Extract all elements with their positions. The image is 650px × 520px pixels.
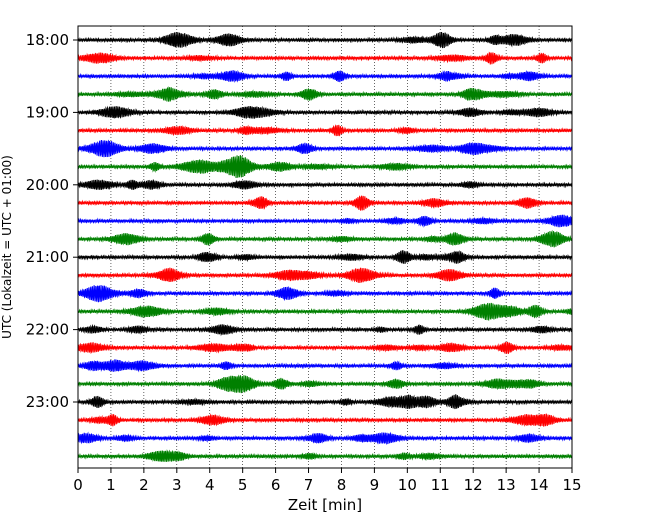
seismogram-trace (77, 323, 573, 337)
seismogram-trace (77, 69, 573, 83)
y-tick-label: 19:00 (26, 103, 69, 121)
seismogram-trace (77, 358, 573, 373)
seismogram-trace (77, 285, 573, 303)
seismogram-trace (77, 449, 573, 463)
y-axis-label: UTC (Lokalzeit = UTC + 01:00) (0, 155, 14, 339)
x-tick-label: 8 (337, 476, 347, 494)
x-tick-label: 10 (398, 476, 417, 494)
seismogram-trace (77, 302, 573, 321)
seismogram-trace (77, 341, 573, 355)
x-tick-label: 6 (271, 476, 281, 494)
seismogram-trace (77, 178, 573, 191)
x-tick-label: 3 (172, 476, 182, 494)
seismogram-trace (77, 413, 573, 427)
seismogram-trace (77, 214, 573, 228)
x-tick-label: 1 (106, 476, 116, 494)
y-tick-label: 21:00 (26, 248, 69, 266)
seismogram-trace (77, 51, 573, 65)
plot-frame (77, 25, 573, 469)
seismogram-trace (77, 32, 573, 49)
seismogram-trace (77, 195, 573, 211)
x-tick-label: 9 (370, 476, 380, 494)
seismogram-trace (77, 374, 573, 394)
x-axis: 0 1 2 3 4 5 6 7 8 9 10 11 12 13 14 15 (73, 468, 582, 494)
trace-layer (77, 32, 573, 463)
x-tick-label: 5 (238, 476, 248, 494)
y-tick-label: 18:00 (26, 31, 69, 49)
seismogram-trace (77, 267, 573, 284)
seismogram-trace (77, 155, 573, 178)
seismogram-trace (77, 229, 573, 248)
seismogram-trace (77, 249, 573, 264)
y-axis: 18:00 19:00 20:00 21:00 22:00 23:00 (26, 31, 78, 411)
seismogram-trace (77, 431, 573, 446)
x-tick-label: 13 (497, 476, 516, 494)
x-tick-label: 0 (73, 476, 83, 494)
y-tick-label: 22:00 (26, 321, 69, 339)
seismogram-trace (77, 124, 573, 137)
x-tick-label: 14 (530, 476, 549, 494)
x-tick-label: 2 (139, 476, 149, 494)
y-tick-label: 20:00 (26, 176, 69, 194)
x-tick-label: 11 (431, 476, 450, 494)
seismogram-trace (77, 86, 573, 102)
seismogram-trace (77, 105, 573, 119)
x-tick-label: 7 (304, 476, 314, 494)
x-tick-label: 4 (205, 476, 215, 494)
x-tick-label: 12 (464, 476, 483, 494)
x-tick-label: 15 (562, 476, 581, 494)
x-axis-label: Zeit [min] (288, 496, 362, 514)
seismogram-trace (77, 394, 573, 410)
seismogram-trace (77, 139, 573, 158)
y-tick-label: 23:00 (26, 393, 69, 411)
